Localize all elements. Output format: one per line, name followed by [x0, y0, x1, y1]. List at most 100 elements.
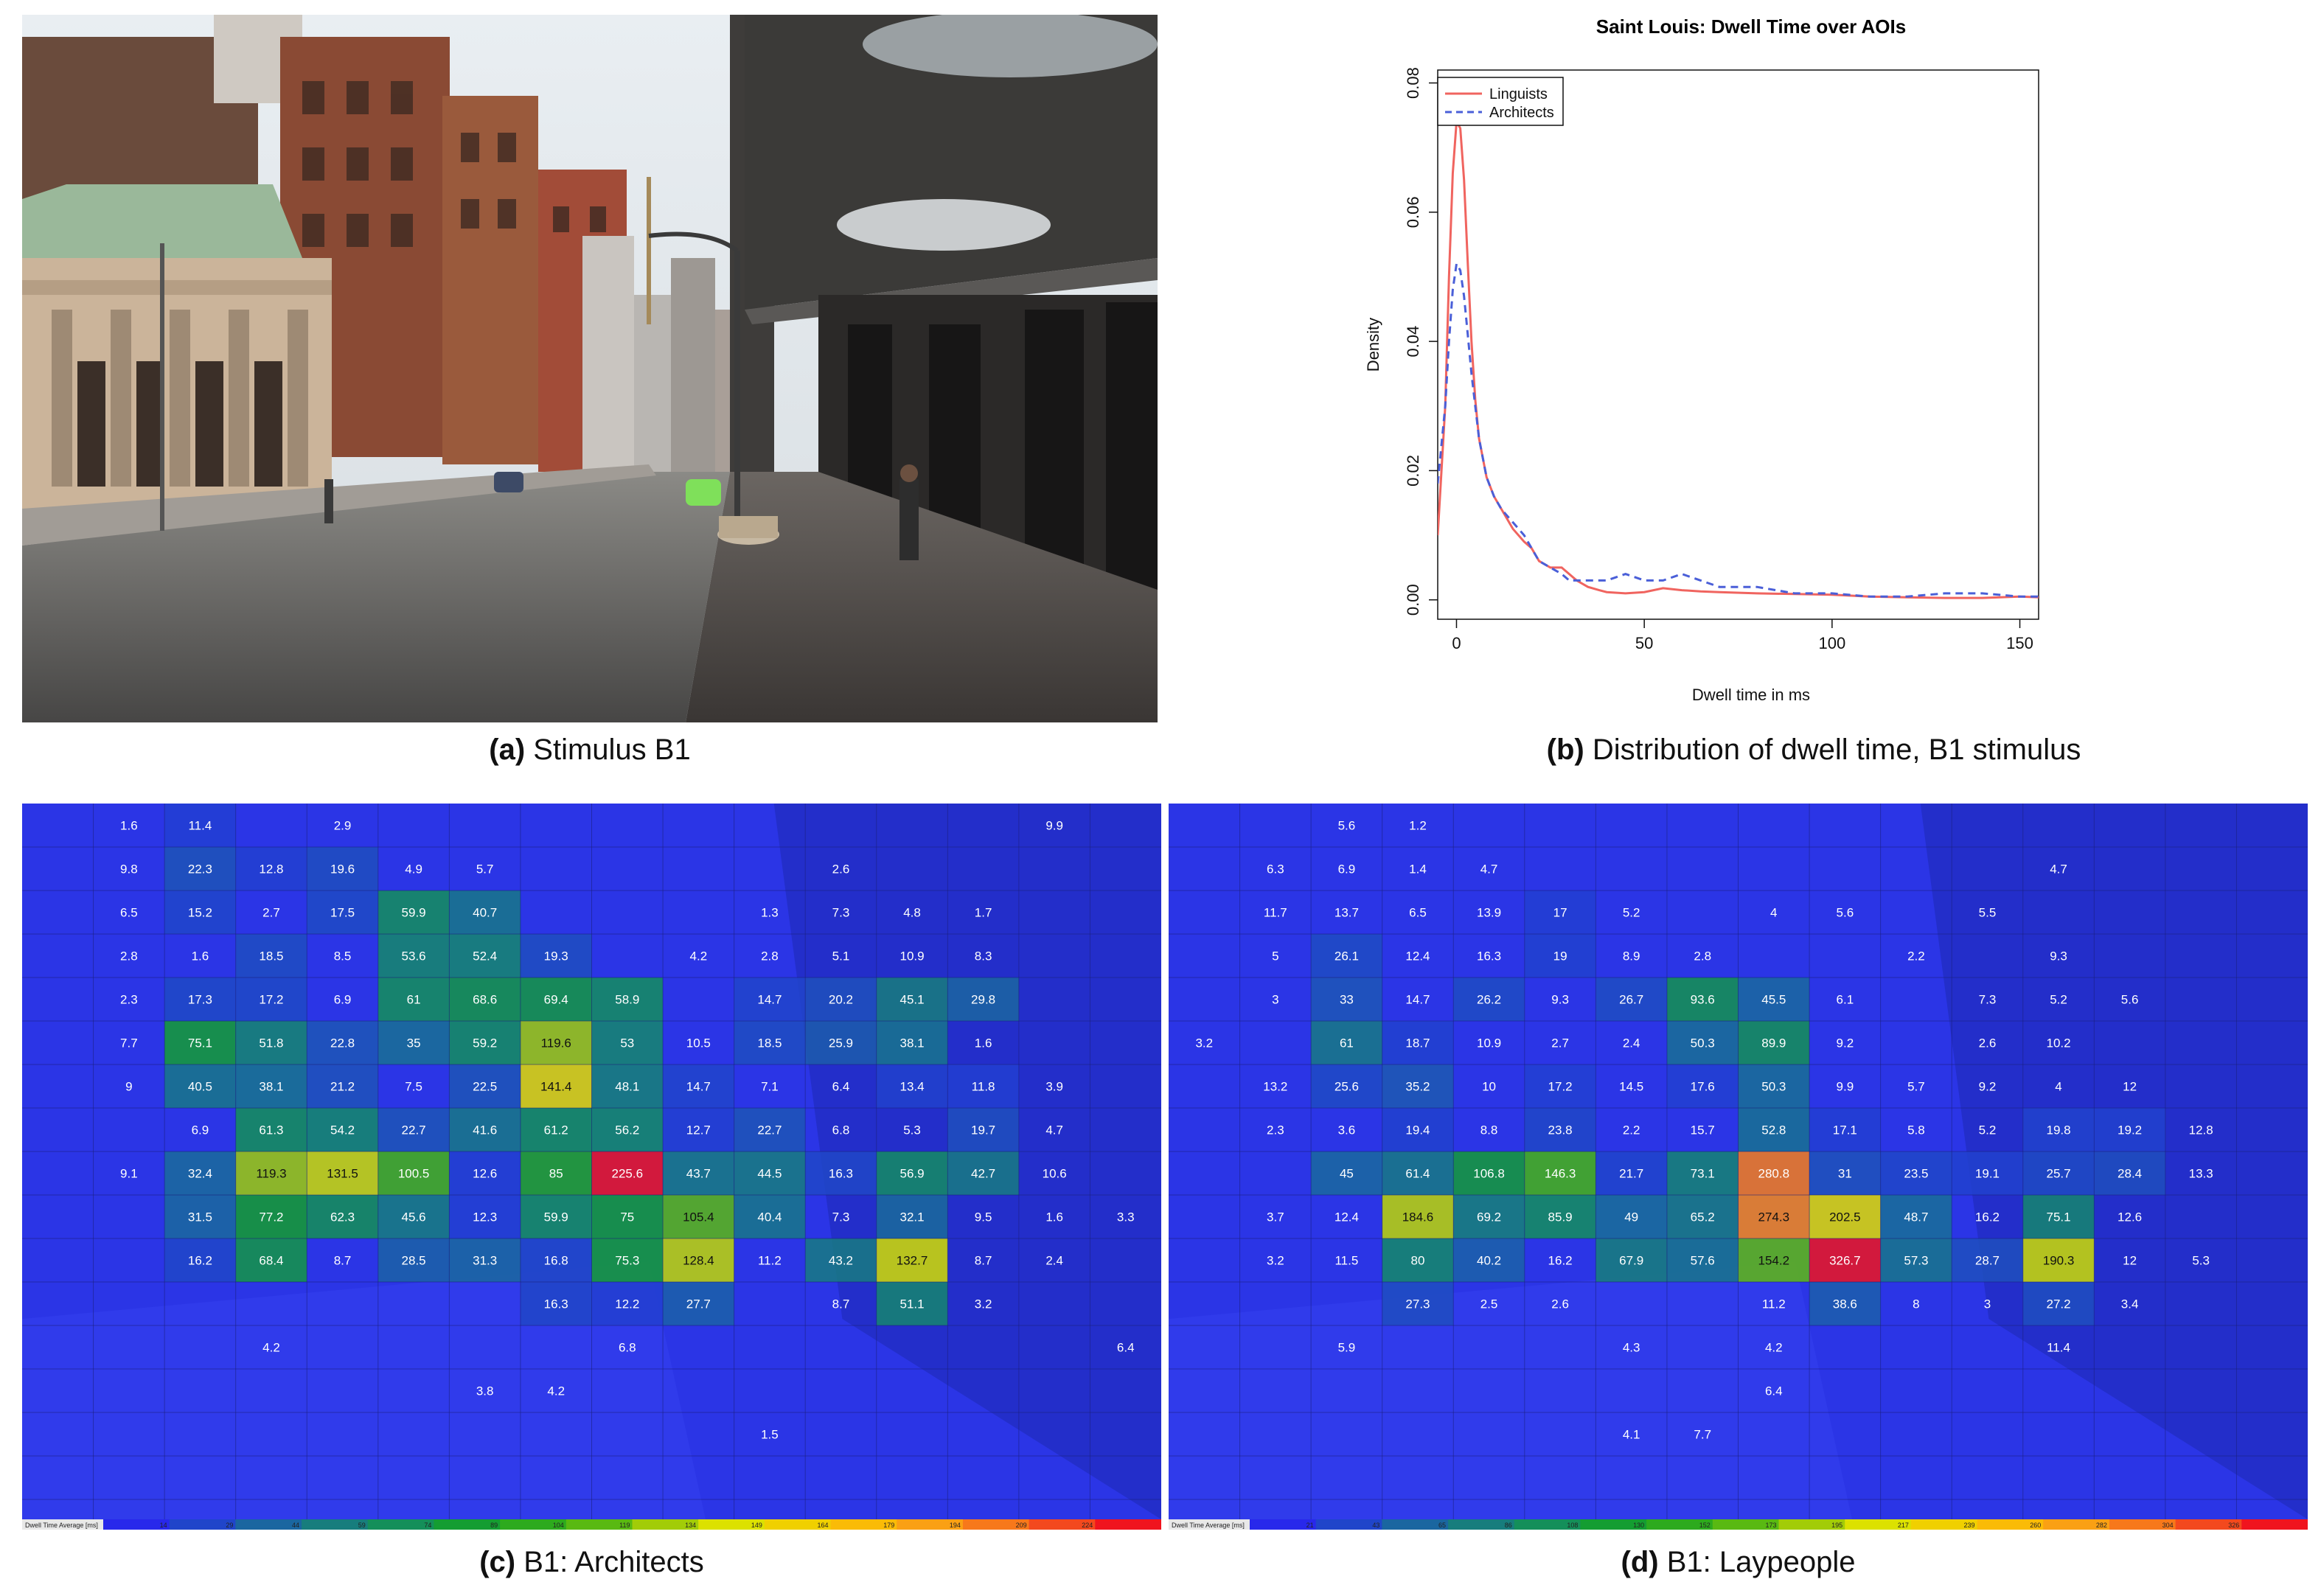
heat-cell-value: 2.6 [1979, 1036, 1997, 1050]
heat-cell [1596, 978, 1667, 1021]
colorbar-tick-label: 179 [883, 1522, 894, 1529]
heat-cell-value: 4 [1770, 906, 1777, 920]
plot-frame [1437, 69, 2039, 620]
heat-cell-value: 17.5 [330, 906, 355, 920]
caption-d-tag: (d) [1621, 1546, 1659, 1578]
heat-cell [449, 934, 521, 978]
heat-cell-value: 27.2 [2046, 1297, 2070, 1311]
heat-cell-value: 19.6 [330, 863, 355, 877]
heat-cell [663, 1282, 734, 1325]
heat-cell [377, 891, 450, 934]
chart-legend: Linguists Architects [1437, 77, 1564, 126]
heat-cell [947, 978, 1019, 1021]
colorbar-tick-label: 119 [619, 1522, 630, 1529]
heat-cell [235, 1151, 307, 1195]
heat-cell-value: 17.1 [1833, 1123, 1857, 1137]
heat-cell [663, 1064, 734, 1108]
colorbar-segment [1646, 1519, 1713, 1530]
heat-cell-value: 6.8 [832, 1123, 850, 1137]
heat-cell-value: 7.3 [832, 1210, 850, 1224]
heat-cell-value: 100.5 [398, 1167, 430, 1181]
x-tick-label: 100 [1818, 634, 1845, 652]
heat-cell-value: 3 [1984, 1297, 1991, 1311]
heat-cell-value: 5 [1272, 949, 1278, 963]
heat-cell-value: 6.9 [1338, 863, 1356, 877]
heat-cell-value: 15.7 [1691, 1123, 1715, 1137]
colorbar-segment [302, 1519, 369, 1530]
heat-cell-value: 12.8 [259, 863, 283, 877]
heat-cell-value: 12.6 [2118, 1210, 2142, 1224]
heat-cell-value: 7.1 [761, 1080, 779, 1094]
heat-cell-value: 80 [1411, 1254, 1425, 1268]
heat-cell-value: 1.6 [1045, 1210, 1063, 1224]
heat-cell-value: 33 [1340, 993, 1354, 1007]
heat-cell-value: 25.6 [1335, 1080, 1359, 1094]
heat-cell [1524, 891, 1596, 934]
colorbar-segment [566, 1519, 633, 1530]
heat-cell [876, 978, 948, 1021]
heat-cell-value: 6.9 [192, 1123, 209, 1137]
colorbar-tick-label: 108 [1567, 1522, 1578, 1529]
colorbar-tick-label: 304 [2162, 1522, 2174, 1529]
heat-cell [805, 978, 877, 1021]
heat-cell [235, 1064, 307, 1108]
heat-cell-value: 18.5 [259, 949, 283, 963]
heat-cell-value: 19.1 [1975, 1167, 2000, 1181]
heat-cell [1666, 1064, 1739, 1108]
heat-cell-value: 16.8 [544, 1254, 568, 1268]
colorbar-segment [1095, 1519, 1162, 1530]
heat-cell-value: 6.8 [619, 1341, 636, 1355]
heat-cell-value: 12.6 [473, 1167, 497, 1181]
heat-cell-value: 202.5 [1829, 1210, 1861, 1224]
heat-cell-value: 146.3 [1545, 1167, 1576, 1181]
heat-cell [164, 1021, 236, 1064]
heat-cell [377, 978, 450, 1021]
heat-cell-value: 11.4 [188, 819, 212, 833]
heat-cell-value: 40.4 [757, 1210, 782, 1224]
heat-cell-value: 5.1 [832, 949, 850, 963]
heat-cell-value: 29.8 [971, 993, 995, 1007]
caption-a-text: Stimulus B1 [533, 733, 691, 766]
heat-cell [164, 891, 236, 934]
heat-cell-value: 5.7 [476, 863, 494, 877]
heat-cell-value: 154.2 [1758, 1254, 1790, 1268]
heat-cell [1809, 1151, 1881, 1195]
heat-cell-value: 2.8 [761, 949, 779, 963]
heat-cell-value: 16.3 [829, 1167, 853, 1181]
heat-cell-value: 6.4 [1117, 1341, 1135, 1355]
heat-cell-value: 1.6 [975, 1036, 992, 1050]
heat-cell [1738, 1108, 1810, 1151]
heat-cell-value: 4.2 [1765, 1341, 1783, 1355]
heat-cell-value: 52.4 [473, 949, 497, 963]
heat-cell [1738, 1064, 1810, 1108]
colorbar-tick-label: 104 [553, 1522, 564, 1529]
heat-cell-value: 75.1 [188, 1036, 212, 1050]
heat-cell-value: 5.2 [2050, 993, 2067, 1007]
heat-cell-value: 7.5 [405, 1080, 422, 1094]
legend-box [1437, 77, 1564, 126]
colorbar-tick-label: 65 [1438, 1522, 1446, 1529]
heat-cell [734, 1195, 806, 1238]
heat-cell-value: 50.3 [1761, 1080, 1786, 1094]
heat-cell-value: 35 [407, 1036, 421, 1050]
heat-cell-value: 62.3 [330, 1210, 355, 1224]
heat-cell-value: 50.3 [1691, 1036, 1715, 1050]
heat-cell-value: 6.9 [334, 993, 352, 1007]
heat-cell-value: 12.4 [1405, 949, 1430, 963]
heat-cell [734, 978, 806, 1021]
heat-cell-value: 132.7 [897, 1254, 928, 1268]
heat-cell [1666, 978, 1739, 1021]
heat-cell-value: 61.2 [544, 1123, 568, 1137]
heat-cell [377, 1021, 450, 1064]
heat-cell-value: 48.7 [1904, 1210, 1928, 1224]
heat-cell [1524, 1064, 1596, 1108]
heat-cell-value: 11.5 [1335, 1254, 1358, 1268]
heat-cell-value: 1.6 [192, 949, 209, 963]
heat-cell [1596, 1151, 1667, 1195]
heat-cell-value: 18.5 [757, 1036, 782, 1050]
heat-cell-value: 8.7 [832, 1297, 850, 1311]
heat-cell-value: 31 [1838, 1167, 1852, 1181]
caption-b: (b) Distribution of dwell time, B1 stimu… [1312, 733, 2315, 767]
heat-cell [235, 1195, 307, 1238]
colorbar-segment [2175, 1519, 2242, 1530]
